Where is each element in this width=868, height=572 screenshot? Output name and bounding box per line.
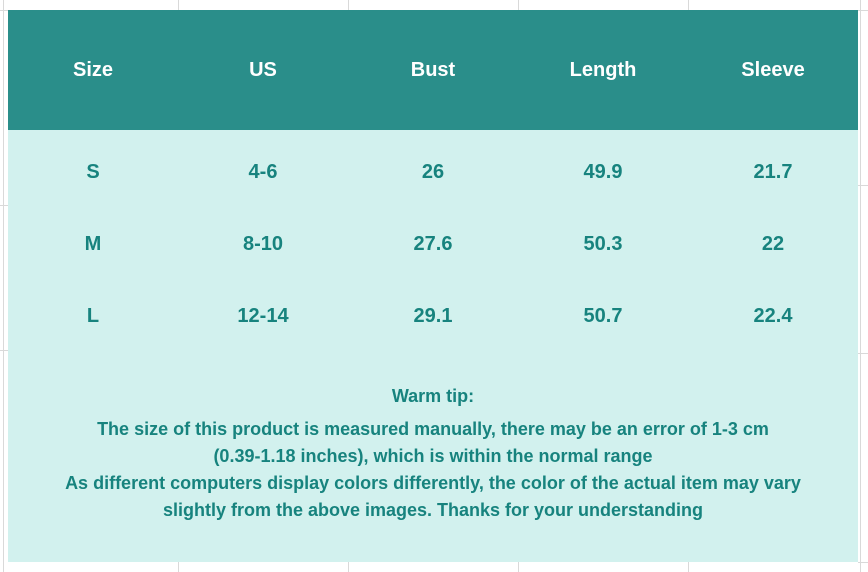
table-row-s: S 4-6 26 49.9 21.7 xyxy=(8,136,858,208)
gridline xyxy=(688,0,689,10)
warm-tip-line: The size of this product is measured man… xyxy=(97,419,769,439)
gridline xyxy=(0,350,8,351)
gridline xyxy=(518,562,519,572)
gridline xyxy=(348,562,349,572)
cell-length: 50.3 xyxy=(583,232,623,255)
header-cell-bust: Bust xyxy=(410,58,456,81)
warm-tip-line: (0.39-1.18 inches), which is within the … xyxy=(213,446,653,466)
cell-length: 49.9 xyxy=(583,160,623,183)
cell-sleeve: 22 xyxy=(761,232,785,255)
gridline xyxy=(858,185,868,186)
cell-bust: 27.6 xyxy=(413,232,453,255)
gridline xyxy=(860,0,861,572)
gridline xyxy=(348,0,349,10)
warm-tip-line: As different computers display colors di… xyxy=(65,473,801,493)
header-cell-size: Size xyxy=(72,58,114,81)
cell-size: S xyxy=(86,160,100,183)
cell-us: 12-14 xyxy=(237,304,289,327)
gridline xyxy=(518,0,519,10)
cell-length: 50.7 xyxy=(583,304,623,327)
header-cell-us: US xyxy=(249,58,277,81)
gridline xyxy=(858,562,868,563)
cell-bust: 29.1 xyxy=(413,304,453,327)
warm-tip-line: slightly from the above images. Thanks f… xyxy=(162,500,704,520)
warm-tip-title: Warm tip: xyxy=(391,386,475,406)
gridline xyxy=(178,0,179,10)
table-header-row: Size US Bust Length Sleeve xyxy=(8,10,858,130)
header-cell-sleeve: Sleeve xyxy=(741,58,805,81)
header-cell-length: Length xyxy=(569,58,637,81)
table-row-m: M 8-10 27.6 50.3 22 xyxy=(8,208,858,280)
table-row-l: L 12-14 29.1 50.7 22.4 xyxy=(8,280,858,352)
gridline xyxy=(3,0,4,572)
gridline xyxy=(688,562,689,572)
warm-tip: Warm tip: The size of this product is me… xyxy=(8,383,858,524)
gridline xyxy=(0,10,8,11)
cell-sleeve: 22.4 xyxy=(753,304,793,327)
table-body-background xyxy=(8,130,858,562)
cell-us: 4-6 xyxy=(248,160,278,183)
gridline xyxy=(178,562,179,572)
gridline xyxy=(858,353,868,354)
cell-bust: 26 xyxy=(421,160,445,183)
cell-size: L xyxy=(86,304,100,327)
cell-sleeve: 21.7 xyxy=(753,160,793,183)
gridline xyxy=(858,10,868,11)
cell-size: M xyxy=(84,232,102,255)
cell-us: 8-10 xyxy=(242,232,284,255)
gridline xyxy=(0,205,8,206)
